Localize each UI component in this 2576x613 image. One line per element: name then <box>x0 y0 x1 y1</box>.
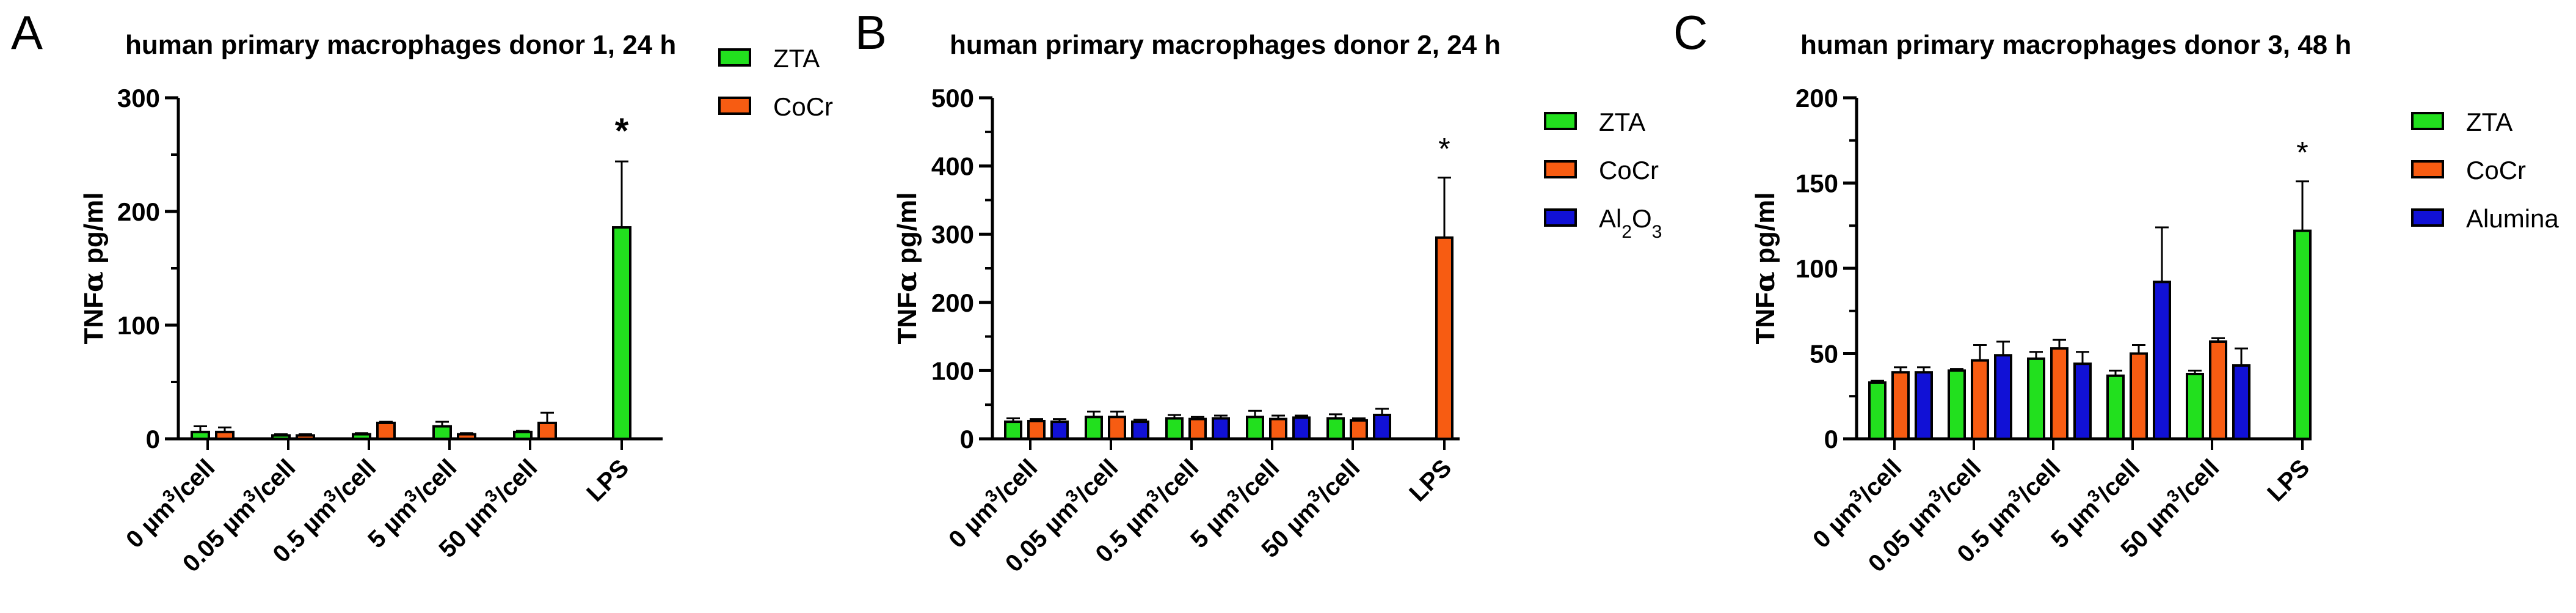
y-axis-label: TNFα pg/ml <box>1750 193 1781 345</box>
legend-label-0: ZTA <box>1599 108 1645 136</box>
bar-zta-3 <box>432 425 452 440</box>
bar-cocr-3 <box>2130 352 2148 440</box>
bar-cocr-5 <box>1435 236 1454 440</box>
bar-cocr-1 <box>1971 359 1989 440</box>
bar-alumina-0 <box>1915 371 1933 440</box>
chart-title: human primary macrophages donor 3, 48 h <box>1800 30 2351 60</box>
bar-cocr-0 <box>215 430 235 441</box>
bar-zta-4 <box>1326 417 1345 441</box>
bar-al2o3-3 <box>1292 416 1311 440</box>
bar-al2o3-1 <box>1131 420 1149 440</box>
chart-title: human primary macrophages donor 2, 24 h <box>950 30 1501 60</box>
bar-cocr-4 <box>1350 419 1368 440</box>
bar-cocr-4 <box>2209 340 2227 440</box>
bar-alumina-1 <box>1994 354 2012 440</box>
bar-cocr-3 <box>1269 417 1287 440</box>
bar-al2o3-0 <box>1050 420 1069 440</box>
bar-zta-3 <box>1246 416 1264 441</box>
y-tick-label: 0 <box>960 425 974 453</box>
y-tick-label: 300 <box>117 84 160 112</box>
legend-swatch-0 <box>1544 112 1577 130</box>
bar-zta-2 <box>1165 417 1184 441</box>
bar-zta-0 <box>191 430 210 441</box>
bar-zta-4 <box>2186 372 2204 440</box>
x-tick-label: LPS <box>2262 454 2315 507</box>
y-tick-label: 400 <box>931 152 974 181</box>
bar-cocr-3 <box>457 433 476 440</box>
bar-alumina-2 <box>2073 362 2092 440</box>
legend-label-0: ZTA <box>773 44 820 73</box>
bar-zta-2 <box>2027 357 2045 440</box>
y-tick-label: 100 <box>1796 254 1838 283</box>
legend-label-1: CoCr <box>1599 156 1659 185</box>
bar-zta-5 <box>612 226 631 440</box>
y-tick-label: 200 <box>931 288 974 317</box>
bar-cocr-4 <box>537 421 557 441</box>
bar-zta-2 <box>352 433 371 440</box>
legend-swatch-0 <box>2411 112 2444 130</box>
bar-alumina-3 <box>2153 281 2171 440</box>
legend-label-2: Alumina <box>2466 204 2559 233</box>
legend-swatch-0 <box>718 48 751 67</box>
x-tick-label: LPS <box>581 454 634 507</box>
y-tick-label: 150 <box>1796 169 1838 198</box>
legend-label-2: Al2O3 <box>1599 204 1662 242</box>
bar-cocr-0 <box>1027 419 1046 441</box>
bar-alumina-4 <box>2232 364 2250 441</box>
bar-cocr-0 <box>1891 371 1910 440</box>
bar-zta-4 <box>513 430 533 441</box>
x-tick-label: LPS <box>1404 454 1457 507</box>
bar-zta-5 <box>2293 229 2312 440</box>
chart-title: human primary macrophages donor 1, 24 h <box>125 30 676 60</box>
bar-zta-3 <box>2106 374 2125 441</box>
y-tick-label: 200 <box>1796 84 1838 112</box>
y-tick-label: 500 <box>931 84 974 112</box>
significance-marker: * <box>1438 132 1450 166</box>
significance-marker: * <box>615 111 629 151</box>
y-tick-label: 0 <box>1824 425 1838 453</box>
legend-swatch-1 <box>718 97 751 115</box>
bar-cocr-2 <box>1188 417 1207 440</box>
y-axis-label: TNFα pg/ml <box>78 193 109 345</box>
legend-label-1: CoCr <box>773 92 833 121</box>
bar-zta-1 <box>1085 416 1103 441</box>
bar-cocr-1 <box>296 434 315 440</box>
bar-zta-0 <box>1868 381 1887 440</box>
legend-swatch-2 <box>1544 208 1577 227</box>
bar-al2o3-2 <box>1212 417 1230 441</box>
legend-label-1: CoCr <box>2466 156 2526 185</box>
y-tick-label: 0 <box>146 425 160 453</box>
y-axis-label: TNFα pg/ml <box>892 193 923 345</box>
bar-zta-1 <box>271 434 291 440</box>
panel-letter: C <box>1673 6 1708 59</box>
legend-swatch-1 <box>2411 160 2444 178</box>
bar-al2o3-4 <box>1373 413 1391 441</box>
legend-swatch-1 <box>1544 160 1577 178</box>
bar-cocr-2 <box>2050 347 2068 440</box>
panel-letter: B <box>855 6 887 59</box>
y-tick-label: 200 <box>117 197 160 226</box>
bar-zta-1 <box>1948 369 1966 441</box>
bar-zta-0 <box>1004 420 1022 440</box>
panel-letter: A <box>11 6 43 59</box>
legend-label-0: ZTA <box>2466 108 2512 136</box>
legend-swatch-2 <box>2411 208 2444 227</box>
y-tick-label: 50 <box>1810 340 1838 369</box>
y-tick-label: 300 <box>931 220 974 249</box>
bar-cocr-1 <box>1108 416 1126 441</box>
significance-marker: * <box>2296 136 2308 170</box>
y-tick-label: 100 <box>117 311 160 340</box>
y-tick-label: 100 <box>931 356 974 385</box>
bar-cocr-2 <box>376 421 396 441</box>
